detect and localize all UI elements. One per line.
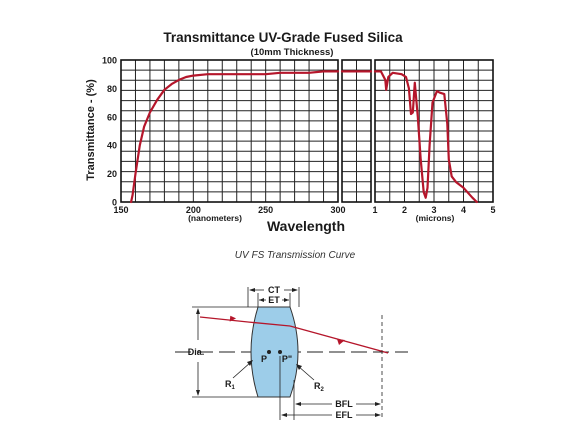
y-axis-ticks: 0 20 40 60 80 100 [102,56,117,208]
panel-uv [120,59,340,204]
dia-arrowhead-bottom [196,390,200,396]
efl-arrowhead-left [281,413,287,417]
x-axis-label: Wavelength [267,218,345,234]
bfl-arrowhead-left [295,402,301,406]
p-label: P [261,354,267,364]
y-axis-label: Transmittance - (%) [85,79,97,181]
r1-leader [232,361,252,379]
incident-ray [199,316,249,323]
et-label: ET [268,295,280,305]
y-tick-label: 100 [102,56,117,66]
principal-point-p [267,350,271,354]
dia-arrowhead-top [196,308,200,314]
x-tick-label: 1 [372,205,377,215]
x-tick-label: 4 [461,205,466,215]
y-tick-label: 0 [112,198,117,208]
x-tick-label: 2 [402,205,407,215]
r2-label: R2 [314,381,325,393]
plot-frame-uv [120,59,339,203]
plot-frame-visible [341,59,372,203]
r1-arrowhead [247,360,253,366]
x-tick-label: 150 [113,205,128,215]
grid-uv [121,60,338,202]
chart-title: Transmittance UV-Grade Fused Silica [163,30,403,45]
lens-diagram: CT ET Dia. P P" R1 R2 [175,285,408,420]
grid-visible [342,60,371,202]
principal-point-p-prime [278,350,282,354]
bfl-label: BFL [335,399,353,409]
x-tick-label: 3 [431,205,436,215]
x-tick-label: 300 [330,205,345,215]
ct-arrowhead-left [249,288,255,292]
efl-arrowhead-right [375,413,381,417]
ct-arrowhead-right [292,288,298,292]
ray-in-lens [247,321,291,327]
incident-ray-arrowhead [229,315,237,322]
y-tick-label: 20 [107,169,117,179]
panel-visible [340,59,373,203]
p-prime-label: P" [282,354,292,364]
plot-frame-ir [374,59,494,203]
grid-ir [375,60,493,202]
r1-label: R1 [225,379,236,391]
efl-label: EFL [336,410,354,420]
r2-leader [297,365,315,381]
chart-subtitle: (10mm Thickness) [251,47,334,58]
x-tick-label: 200 [186,205,201,215]
bfl-arrowhead-right [375,402,381,406]
x-tick-label: 5 [490,205,495,215]
microns-label: (microns) [416,213,455,223]
x-tick-label: 250 [258,205,273,215]
nanometers-label: (nanometers) [188,213,242,223]
et-arrowhead-left [259,298,264,302]
y-tick-label: 40 [107,141,117,151]
chart-caption: UV FS Transmission Curve [235,250,356,261]
x-ticks-microns: 1 2 3 4 5 [372,205,495,215]
x-ticks-nanometers: 150 200 250 300 [113,205,345,215]
y-tick-label: 60 [107,112,117,122]
ct-label: CT [268,285,280,295]
dia-label: Dia. [188,347,205,357]
transmission-line-uv [130,70,340,204]
r2-arrowhead [296,364,302,370]
y-tick-label: 80 [107,84,117,94]
lens-shape [250,306,299,398]
transmittance-chart: Transmittance UV-Grade Fused Silica (10m… [85,30,496,234]
refracted-ray-arrowhead [337,339,345,345]
panel-ir [373,59,494,204]
et-arrowhead-right [284,298,289,302]
transmission-line-ir [373,70,478,204]
